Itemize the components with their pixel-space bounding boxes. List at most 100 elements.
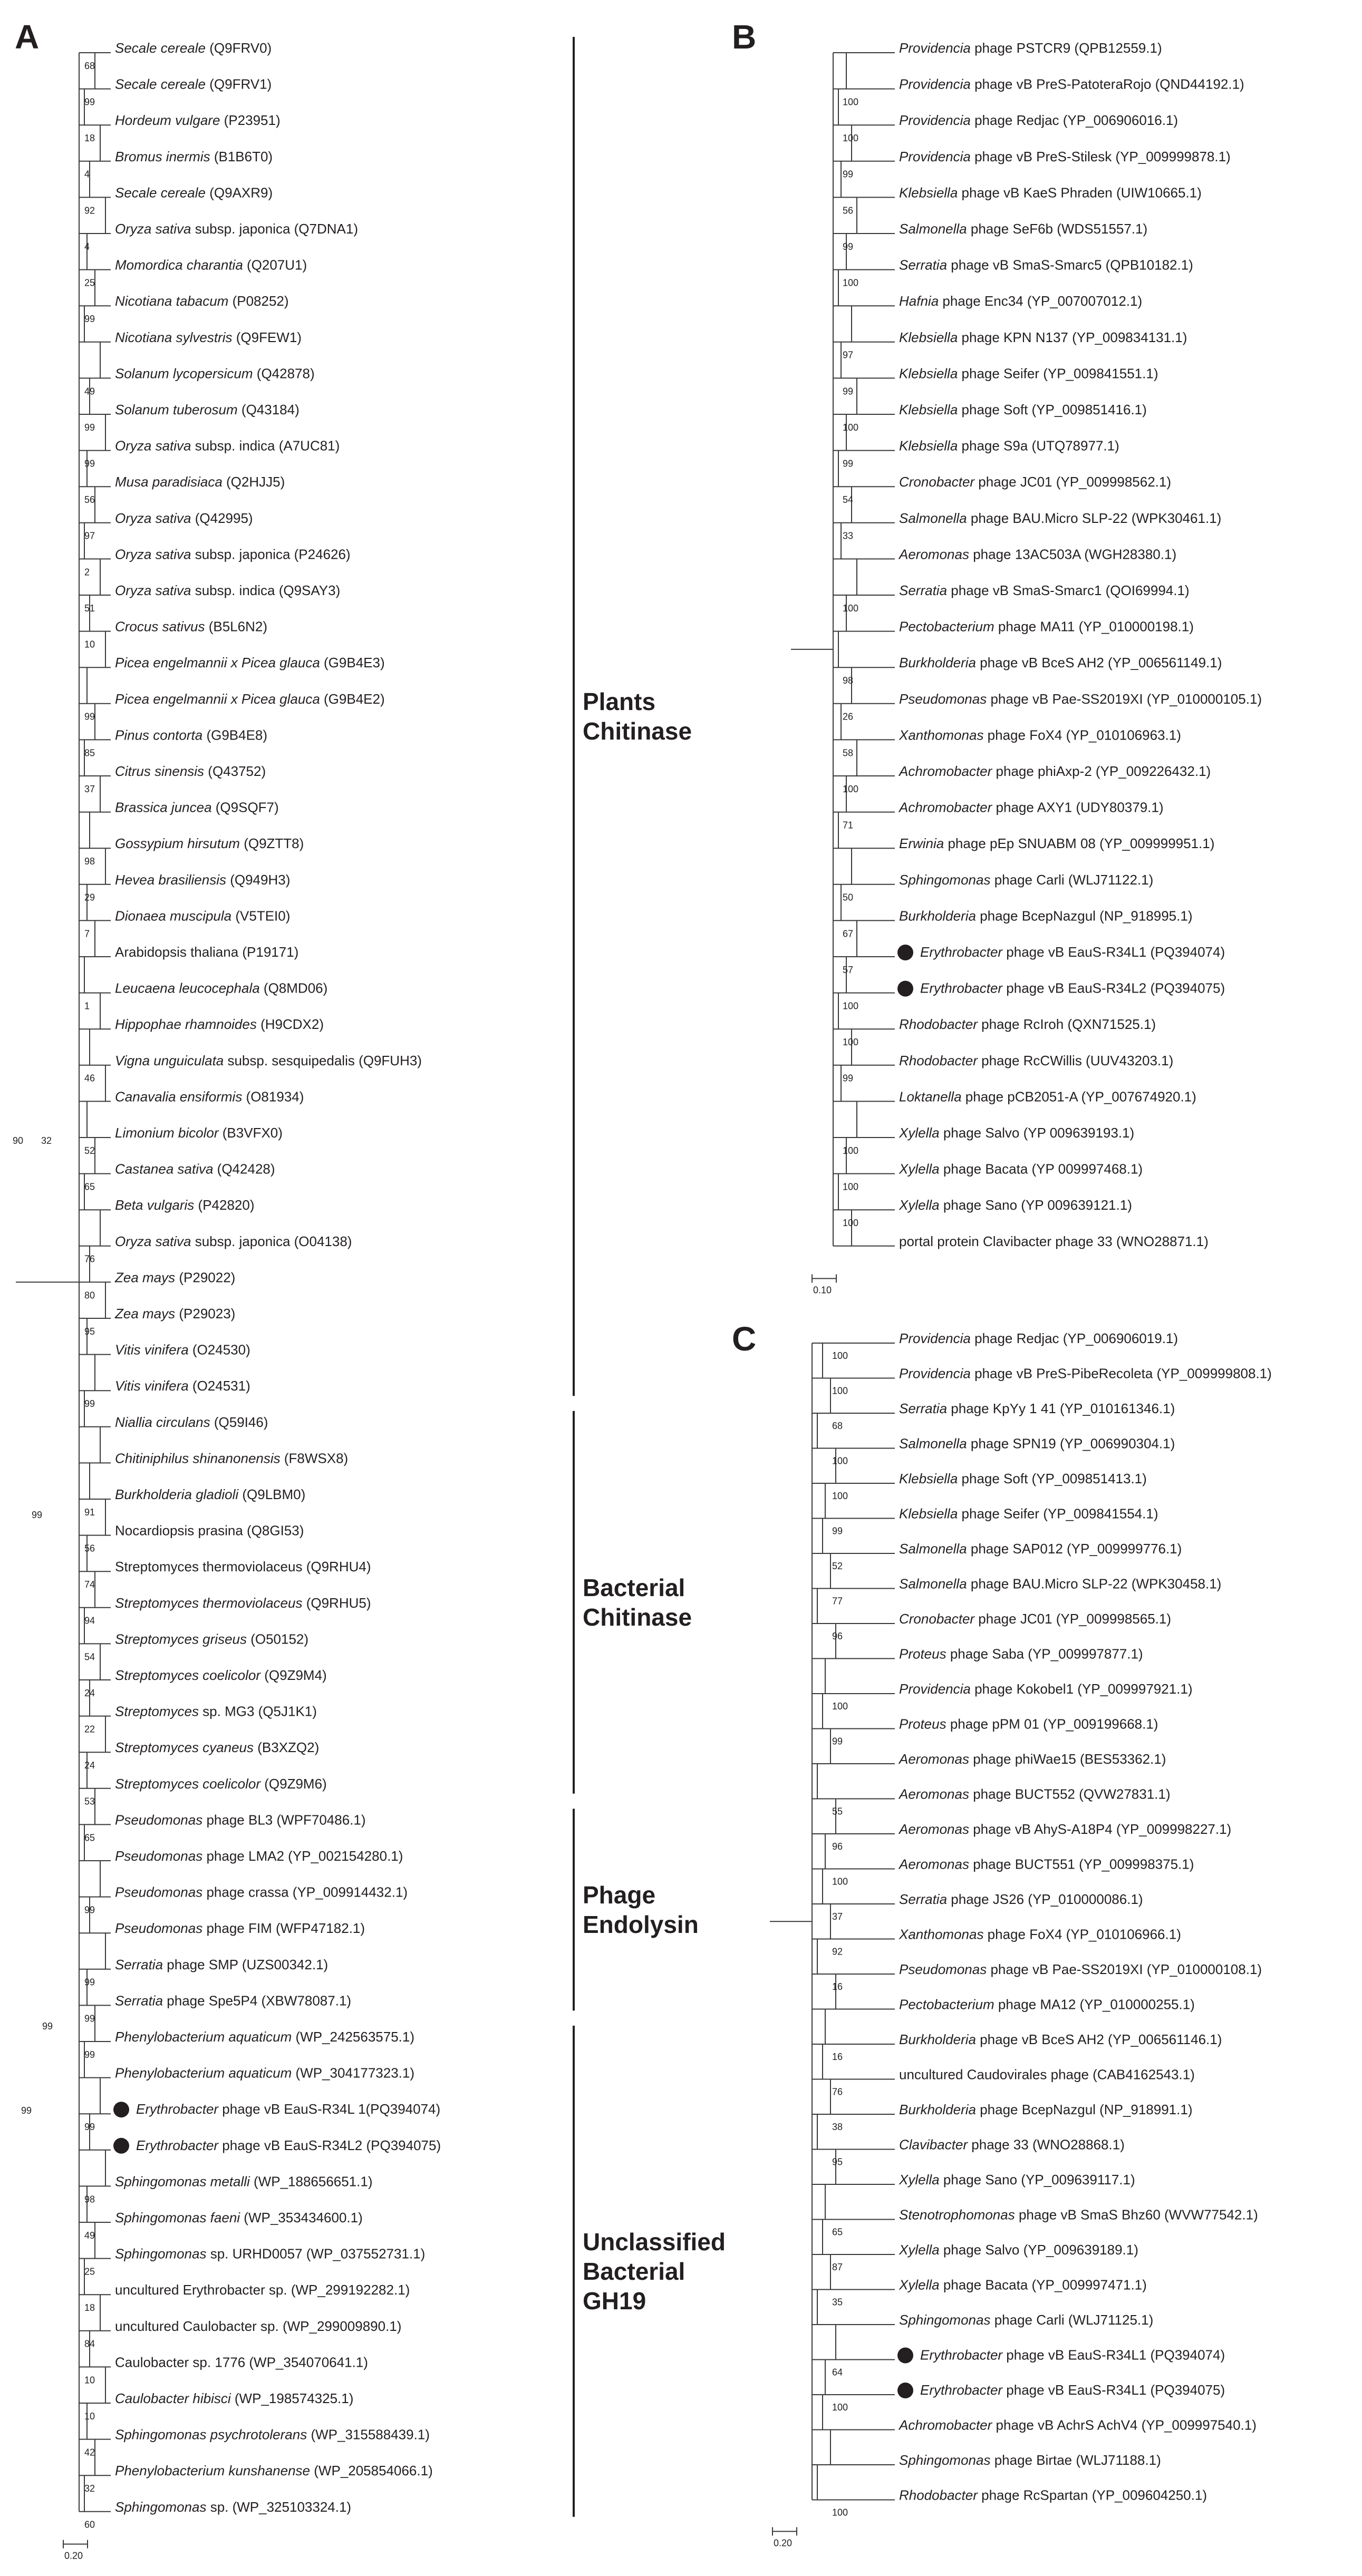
taxon-name: Leucaena leucocephala <box>115 980 260 996</box>
taxon-name: Sphingomonas <box>899 2452 990 2468</box>
panel-c-tree: C Providencia phage Redjac (YP_006906019.… <box>732 1320 1272 2548</box>
taxon-detail: (Q9FEW1) <box>233 329 302 345</box>
marker-dot <box>897 945 913 960</box>
taxon-name: Brassica juncea <box>115 800 212 815</box>
taxon-detail: (Q9AXR9) <box>206 184 273 200</box>
leaf-label: Vigna unguiculata subsp. sesquipedalis (… <box>115 1053 422 1068</box>
taxon-detail: phage Spe5P4 (XBW78087.1) <box>163 1992 351 2008</box>
leaf-label: Streptomyces coelicolor (Q9Z9M4) <box>115 1667 327 1683</box>
taxon-name: Limonium bicolor <box>115 1125 219 1141</box>
leaf-label: Hafnia phage Enc34 (YP_007007012.1) <box>899 293 1142 309</box>
taxon-detail: phage RcCWillis (UUV43203.1) <box>978 1053 1173 1068</box>
leaf-label: Crocus sativus (B5L6N2) <box>115 619 267 635</box>
taxon-detail: phage BUCT552 (QVW27831.1) <box>969 1786 1171 1802</box>
taxon-name: Xanthomonas <box>899 727 983 743</box>
taxon-detail: (WP_304177323.1) <box>292 2065 414 2081</box>
taxon-detail: subsp. indica (A7UC81) <box>191 438 340 454</box>
bootstrap-value: 100 <box>843 603 858 614</box>
bootstrap-value: 92 <box>84 205 95 216</box>
bootstrap-value: 95 <box>84 1326 95 1337</box>
taxon-name: Providencia <box>899 1366 971 1382</box>
leaf-label: Erythrobacter phage vB EauS-R34L1 (PQ394… <box>920 944 1225 960</box>
panel-b-tree: B Providencia phage PSTCR9 (QPB12559.1)Pr… <box>732 18 1262 1296</box>
taxon-detail: phage BcepNazgul (NP_918995.1) <box>976 908 1193 924</box>
bootstrap-value: 100 <box>843 1000 858 1011</box>
taxon-detail: (F8WSX8) <box>281 1450 349 1466</box>
leaf-label: Cronobacter phage JC01 (YP_009998562.1) <box>899 474 1171 490</box>
bootstrap-value: 94 <box>84 1616 95 1626</box>
leaf-label: Oryza sativa subsp. japonica (O04138) <box>115 1233 352 1249</box>
taxon-detail: (WP_242563575.1) <box>292 2029 414 2045</box>
taxon-detail: phage vB Pae-SS2019XI (YP_010000105.1) <box>987 691 1262 707</box>
taxon-name: Achromobacter <box>898 800 993 815</box>
taxon-detail: subsp. japonica (O04138) <box>191 1233 352 1249</box>
bootstrap-value: 22 <box>84 1724 95 1734</box>
leaf-label: Pinus contorta (G9B4E8) <box>115 727 267 743</box>
taxon-name: Providencia <box>899 149 971 164</box>
taxon-detail: phage Bacata (YP 009997468.1) <box>940 1161 1143 1177</box>
taxon-detail: phage pPM 01 (YP_009199668.1) <box>946 1716 1158 1732</box>
taxon-name: Pseudomonas <box>115 1848 202 1864</box>
taxon-detail: phage BL3 (WPF70486.1) <box>202 1812 365 1827</box>
leaf-label: Canavalia ensiformis (O81934) <box>115 1088 304 1104</box>
panel-letter: A <box>15 18 39 56</box>
leaf-label: Burkholderia phage BcepNazgul (NP_918995… <box>899 908 1193 924</box>
taxon-name: Nicotiana tabacum <box>115 293 228 309</box>
taxon-name: Phenylobacterium aquaticum <box>115 2065 292 2081</box>
bootstrap-value: 96 <box>832 1841 843 1852</box>
leaf-label: Xylella phage Bacata (YP_009997471.1) <box>899 2277 1147 2293</box>
leaf-label: Oryza sativa (Q42995) <box>115 510 253 526</box>
bootstrap-value: 76 <box>84 1254 95 1265</box>
leaf-label: Cronobacter phage JC01 (YP_009998565.1) <box>899 1611 1171 1627</box>
leaf-label: Picea engelmannii x Picea glauca (G9B4E3… <box>115 655 385 670</box>
bootstrap-value: 100 <box>832 1350 848 1361</box>
taxon-name: Klebsiella <box>899 402 958 417</box>
bootstrap-value: 99 <box>84 1398 95 1409</box>
taxon-name: Phenylobacterium aquaticum <box>115 2029 292 2045</box>
bootstrap-value: 54 <box>84 1651 95 1662</box>
bootstrap-value: 99 <box>843 1073 853 1084</box>
leaf-label: Salmonella phage SPN19 (YP_006990304.1) <box>899 1436 1175 1452</box>
taxon-detail: subsp. japonica (P24626) <box>191 546 351 562</box>
bootstrap-value: 32 <box>41 1135 52 1146</box>
taxon-name: Picea engelmannii x Picea glauca <box>115 655 320 670</box>
bootstrap-value: 97 <box>843 350 853 361</box>
bootstrap-value: 100 <box>843 784 858 794</box>
bootstrap-value: 99 <box>84 2049 95 2060</box>
taxon-name: Pectobacterium <box>899 1997 994 2013</box>
taxon-name: Oryza sativa <box>115 582 191 598</box>
taxon-name: Streptomyces <box>115 1704 199 1719</box>
taxon-name: Salmonella <box>899 510 967 526</box>
leaf-label: Vitis vinifera (O24531) <box>115 1378 250 1394</box>
taxon-detail: Nocardiopsis prasina (Q8GI53) <box>115 1523 304 1539</box>
leaf-label: uncultured Caudovirales phage (CAB416254… <box>899 2067 1195 2083</box>
leaf-label: Sphingomonas faeni (WP_353434600.1) <box>115 2210 363 2225</box>
bootstrap-value: 55 <box>832 1806 843 1816</box>
leaf-label: Gossypium hirsutum (Q9ZTT8) <box>115 835 304 851</box>
taxon-name: Aeromonas <box>898 546 969 562</box>
bootstrap-value: 52 <box>832 1561 843 1571</box>
taxon-detail: (Q9LBM0) <box>238 1486 305 1502</box>
leaf-label: Oryza sativa subsp. japonica (P24626) <box>115 546 351 562</box>
taxon-detail: phage FoX4 (YP_010106966.1) <box>983 1927 1181 1942</box>
bootstrap-value: 10 <box>84 639 95 649</box>
taxon-name: Salmonella <box>899 1576 967 1592</box>
leaf-label: Burkholderia gladioli (Q9LBM0) <box>115 1486 305 1502</box>
group-label: Bacterial <box>583 2258 685 2285</box>
taxon-detail: (Q9Z9M4) <box>260 1667 327 1683</box>
leaf-label: Rhodobacter phage RcCWillis (UUV43203.1) <box>899 1053 1173 1068</box>
leaf-label: Salmonella phage BAU.Micro SLP-22 (WPK30… <box>899 1576 1221 1592</box>
taxon-name: Salmonella <box>899 1436 967 1452</box>
taxon-name: Xylella <box>899 2277 940 2293</box>
taxon-name: Aeromonas <box>898 1821 969 1837</box>
panel-a-tree: A Secale cereale (Q9FRV0) 68 Secale cereale… <box>15 18 441 2561</box>
taxon-detail: phage vB AchrS AchV4 (YP_009997540.1) <box>992 2417 1257 2433</box>
leaf-label: Streptomyces thermoviolaceus (Q9RHU4) <box>115 1559 371 1574</box>
taxon-name: Serratia <box>899 582 947 598</box>
taxon-name: Burkholderia <box>899 655 976 670</box>
taxon-detail: phage vB EauS-R34L 1(PQ394074) <box>218 2101 440 2117</box>
taxon-name: Oryza sativa <box>115 438 191 454</box>
leaf-label: Limonium bicolor (B3VFX0) <box>115 1125 283 1141</box>
taxon-name: Sphingomonas <box>899 2312 990 2328</box>
taxon-name: Serratia <box>899 1891 947 1907</box>
